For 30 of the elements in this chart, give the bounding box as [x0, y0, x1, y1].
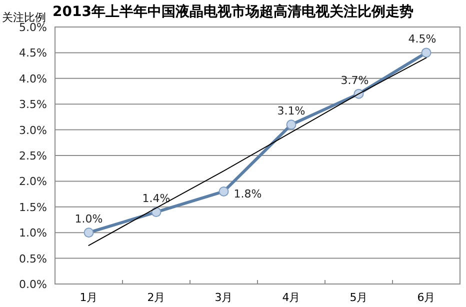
y-tick-label: 2.0%: [19, 175, 47, 188]
point: [421, 48, 432, 58]
x-tick-label: 6月: [417, 291, 436, 304]
y-tick-label: 0.0%: [19, 278, 47, 291]
chart-title: 2013年上半年中国液晶电视市场超高清电视关注比例走势: [52, 3, 414, 20]
y-tick-label: 3.5%: [19, 98, 47, 112]
data-label: 1.4%: [142, 192, 170, 206]
y-tick-label: 1.5%: [19, 200, 47, 214]
x-tick-label: 4月: [282, 291, 300, 304]
point: [151, 207, 162, 218]
y-tick-label: 2.5%: [19, 150, 47, 162]
point: [84, 228, 94, 238]
y-tick-label: 4.5%: [19, 46, 47, 60]
y-tick-label: 1.0%: [19, 226, 47, 240]
x-tick-label: 2月: [147, 291, 166, 304]
x-tick-label: 1月: [80, 291, 98, 304]
point: [286, 120, 296, 130]
data-label: 1.0%: [74, 212, 103, 226]
y-tick-label: 3.0%: [19, 124, 47, 137]
x-tick-label: 3月: [214, 291, 233, 304]
data-label: 1.8%: [234, 187, 262, 200]
data-label: 3.1%: [277, 104, 306, 118]
x-tick-label: 5月: [350, 291, 368, 304]
y-axis-title: 关注比例: [2, 11, 46, 24]
y-tick-label: 5.0%: [19, 21, 47, 34]
point: [218, 186, 229, 196]
data-label: 3.7%: [340, 74, 369, 87]
y-tick-label: 0.5%: [19, 252, 47, 266]
y-tick-label: 4.0%: [19, 72, 47, 86]
data-label: 4.5%: [408, 32, 436, 46]
